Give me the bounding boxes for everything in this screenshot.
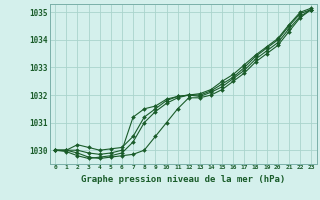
X-axis label: Graphe pression niveau de la mer (hPa): Graphe pression niveau de la mer (hPa) xyxy=(81,175,285,184)
